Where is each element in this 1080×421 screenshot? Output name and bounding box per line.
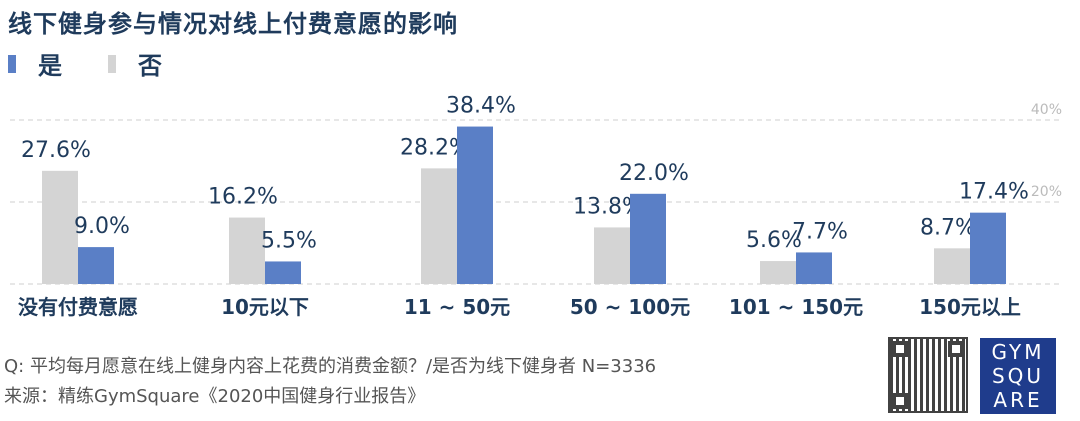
data-label: 16.2% bbox=[208, 185, 278, 210]
data-label: 7.7% bbox=[792, 219, 848, 244]
category-label: 11 ~ 50元 bbox=[404, 295, 510, 319]
data-label: 5.5% bbox=[261, 228, 317, 253]
bar-yes bbox=[265, 261, 301, 284]
data-source: 来源：精练GymSquare《2020中国健身行业报告》 bbox=[4, 386, 426, 407]
bar-no bbox=[760, 261, 796, 284]
bar-no bbox=[42, 170, 78, 284]
y-tick-label: 20% bbox=[1031, 184, 1062, 200]
data-label: 38.4% bbox=[446, 94, 516, 119]
legend-label-no: 否 bbox=[138, 52, 162, 80]
category-label: 10元以下 bbox=[221, 295, 309, 319]
bar-yes bbox=[457, 126, 493, 284]
bar-yes bbox=[796, 252, 832, 284]
bar-no bbox=[934, 248, 970, 284]
qr-code-icon bbox=[888, 337, 968, 413]
data-label: 5.6% bbox=[746, 228, 802, 253]
logo-line: ARE bbox=[993, 388, 1043, 412]
y-tick-label: 40% bbox=[1031, 102, 1062, 118]
survey-question: Q: 平均每月愿意在线上健身内容上花费的消费金额？/是否为线下健身者 N=333… bbox=[4, 356, 657, 377]
logo-line: GYM bbox=[991, 340, 1045, 364]
category-label: 50 ~ 100元 bbox=[570, 295, 690, 319]
bar-yes bbox=[630, 193, 666, 284]
data-label: 27.6% bbox=[21, 138, 91, 163]
legend-swatch-yes bbox=[8, 54, 16, 73]
legend-item-no: 否 bbox=[108, 46, 162, 81]
data-label: 9.0% bbox=[74, 214, 130, 239]
bar-yes bbox=[970, 212, 1006, 284]
logo-line: SQU bbox=[991, 364, 1045, 388]
bar-no bbox=[421, 168, 457, 284]
legend: 是 否 bbox=[8, 46, 208, 81]
gymsquare-logo: GYM SQU ARE bbox=[980, 338, 1056, 414]
bar-no bbox=[594, 227, 630, 284]
bar-yes bbox=[78, 247, 114, 284]
legend-label-yes: 是 bbox=[38, 52, 62, 80]
bar-no bbox=[229, 217, 265, 284]
category-label: 没有付费意愿 bbox=[18, 295, 138, 319]
category-label: 150元以上 bbox=[919, 295, 1021, 319]
legend-item-yes: 是 bbox=[8, 46, 62, 81]
data-label: 8.7% bbox=[920, 215, 976, 240]
chart-title: 线下健身参与情况对线上付费意愿的影响 bbox=[8, 10, 458, 38]
data-label: 17.4% bbox=[959, 180, 1029, 205]
data-label: 22.0% bbox=[619, 161, 689, 186]
legend-swatch-no bbox=[108, 54, 116, 73]
category-label: 101 ~ 150元 bbox=[729, 295, 863, 319]
